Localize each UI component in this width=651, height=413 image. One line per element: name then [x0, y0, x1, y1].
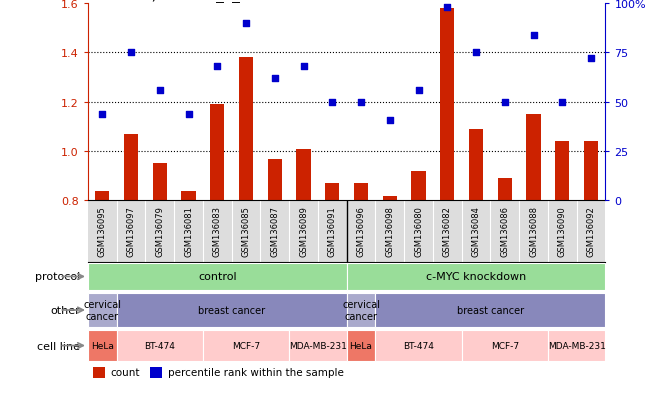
Point — [499, 99, 510, 106]
Text: GSM136097: GSM136097 — [126, 206, 135, 256]
Text: BT-474: BT-474 — [145, 341, 175, 350]
Point — [298, 64, 309, 71]
Bar — [117, 331, 203, 361]
Text: control: control — [198, 272, 236, 282]
Text: cervical
cancer: cervical cancer — [83, 299, 121, 321]
Bar — [411, 171, 426, 201]
Bar — [325, 184, 339, 201]
Text: c-MYC knockdown: c-MYC knockdown — [426, 272, 526, 282]
Point — [586, 56, 596, 62]
Bar — [95, 191, 109, 201]
Bar — [88, 331, 117, 361]
Bar — [469, 130, 483, 201]
Point — [327, 99, 337, 106]
Point — [385, 117, 395, 123]
Bar — [150, 367, 162, 377]
Bar — [497, 179, 512, 201]
Bar — [88, 293, 117, 327]
Point — [97, 111, 107, 118]
Text: BT-474: BT-474 — [403, 341, 434, 350]
Bar — [462, 331, 548, 361]
Point — [557, 99, 568, 106]
Bar — [239, 58, 253, 201]
Bar — [383, 196, 397, 201]
Text: MDA-MB-231: MDA-MB-231 — [547, 341, 605, 350]
Text: count: count — [111, 367, 140, 377]
Point — [154, 88, 165, 94]
Bar — [555, 142, 570, 201]
Text: MDA-MB-231: MDA-MB-231 — [289, 341, 347, 350]
Bar — [203, 331, 289, 361]
Bar — [346, 263, 605, 290]
Text: GSM136092: GSM136092 — [587, 206, 596, 256]
Text: GSM136079: GSM136079 — [156, 206, 164, 256]
Text: GSM136083: GSM136083 — [213, 206, 222, 257]
Point — [184, 111, 194, 118]
Text: GSM136081: GSM136081 — [184, 206, 193, 256]
Point — [413, 88, 424, 94]
Text: cell line: cell line — [37, 341, 80, 351]
Bar — [210, 105, 225, 201]
Text: percentile rank within the sample: percentile rank within the sample — [167, 367, 344, 377]
Bar — [124, 135, 138, 201]
Bar — [346, 331, 376, 361]
Bar — [376, 331, 462, 361]
Text: MCF-7: MCF-7 — [491, 341, 519, 350]
Bar — [440, 9, 454, 201]
Point — [126, 50, 136, 57]
Text: HeLa: HeLa — [91, 341, 114, 350]
Point — [471, 50, 481, 57]
Bar — [88, 263, 346, 290]
Text: GSM136082: GSM136082 — [443, 206, 452, 256]
Point — [442, 5, 452, 12]
Bar — [346, 293, 376, 327]
Text: cervical
cancer: cervical cancer — [342, 299, 380, 321]
Text: GDS2526 / 203714_s_at: GDS2526 / 203714_s_at — [88, 0, 256, 2]
Text: GSM136096: GSM136096 — [357, 206, 365, 256]
Text: breast cancer: breast cancer — [198, 305, 265, 315]
Text: other: other — [50, 305, 80, 315]
Bar — [289, 331, 346, 361]
Text: GSM136085: GSM136085 — [242, 206, 251, 256]
Point — [212, 64, 223, 71]
Text: GSM136098: GSM136098 — [385, 206, 395, 256]
Bar — [117, 293, 346, 327]
Bar — [376, 293, 605, 327]
Point — [529, 32, 539, 39]
Text: HeLa: HeLa — [350, 341, 372, 350]
Text: GSM136080: GSM136080 — [414, 206, 423, 256]
Text: breast cancer: breast cancer — [457, 305, 524, 315]
Text: GSM136088: GSM136088 — [529, 206, 538, 257]
Bar — [527, 115, 541, 201]
Bar — [584, 142, 598, 201]
Bar — [93, 367, 105, 377]
Text: GSM136089: GSM136089 — [299, 206, 308, 256]
Point — [270, 76, 280, 82]
Bar — [296, 150, 311, 201]
Bar — [152, 164, 167, 201]
Text: GSM136087: GSM136087 — [270, 206, 279, 257]
Text: GSM136084: GSM136084 — [471, 206, 480, 256]
Bar — [182, 191, 196, 201]
Text: GSM136091: GSM136091 — [328, 206, 337, 256]
Point — [356, 99, 367, 106]
Text: GSM136086: GSM136086 — [501, 206, 509, 257]
Text: MCF-7: MCF-7 — [232, 341, 260, 350]
Bar — [354, 184, 368, 201]
Bar — [548, 331, 605, 361]
Text: GSM136095: GSM136095 — [98, 206, 107, 256]
Text: GSM136090: GSM136090 — [558, 206, 567, 256]
Bar — [268, 159, 282, 201]
Text: protocol: protocol — [35, 272, 80, 282]
Point — [241, 21, 251, 27]
